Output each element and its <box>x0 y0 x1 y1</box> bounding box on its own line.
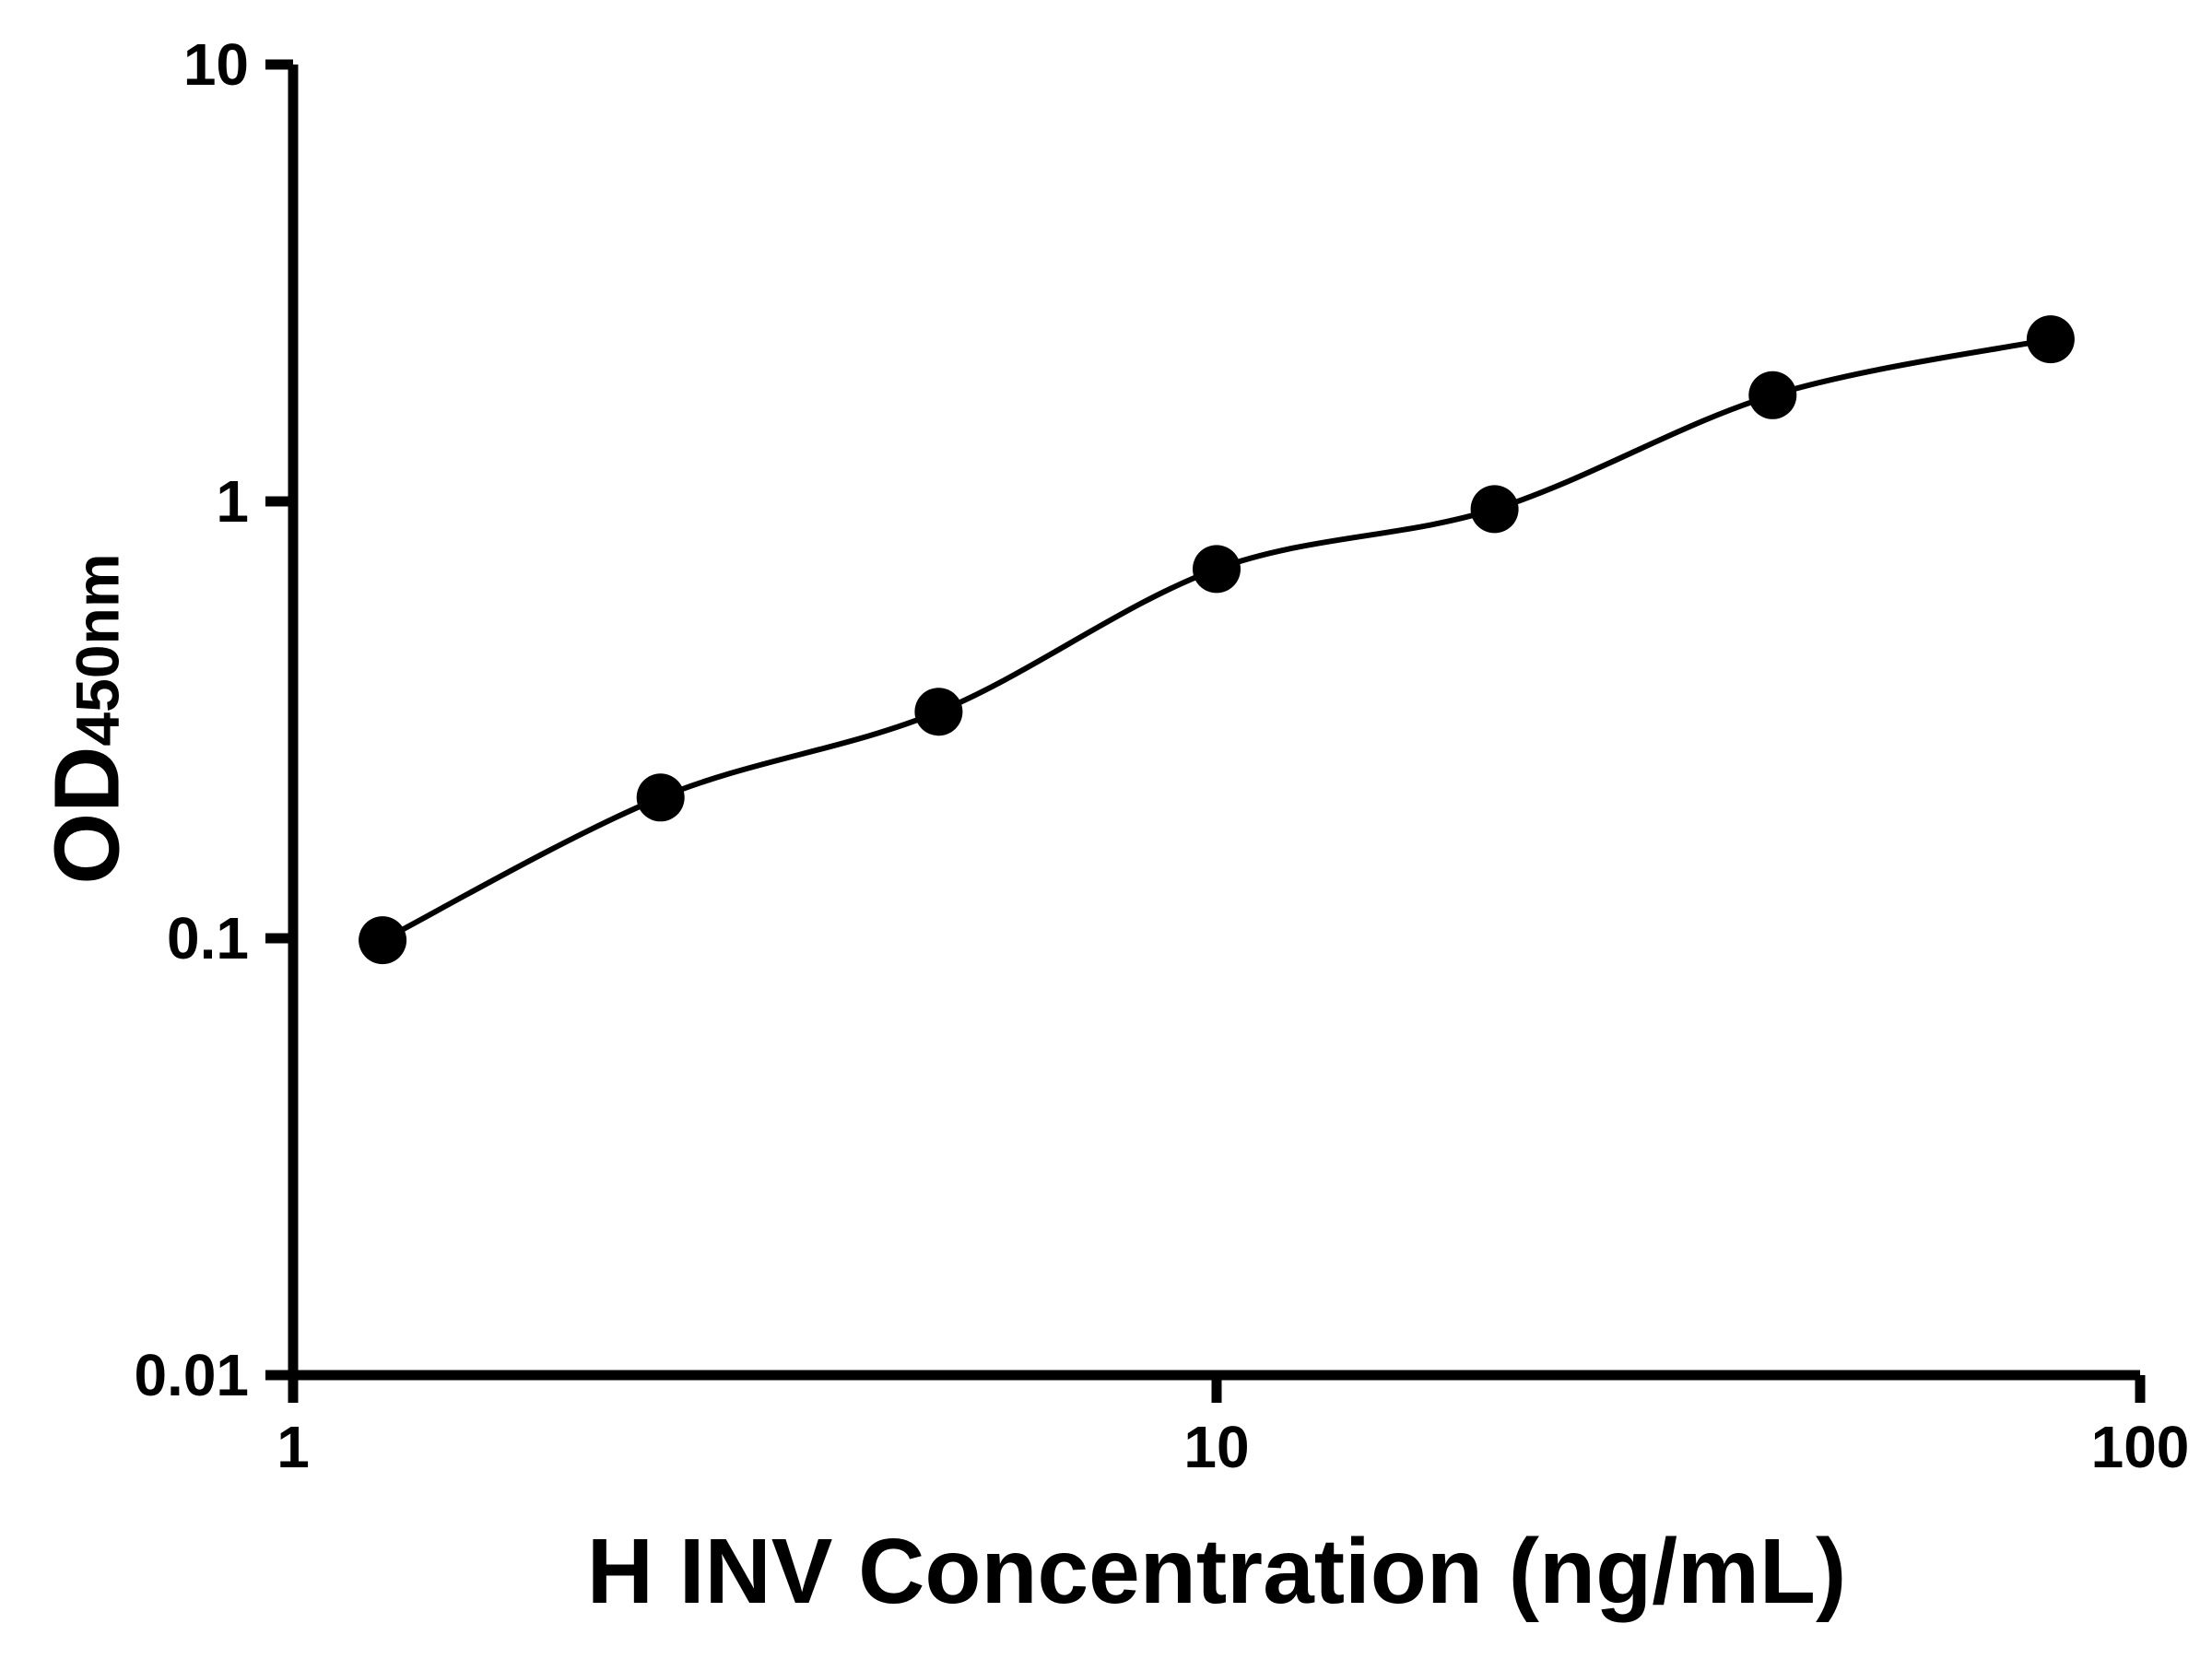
fit-curve <box>380 336 2053 944</box>
axis-spines <box>288 65 2140 1381</box>
y-axis-title: OD450nm <box>35 553 141 884</box>
y-axis-tick-label: 0.01 <box>134 1342 249 1408</box>
data-point <box>636 773 685 822</box>
x-axis-tick-label: 100 <box>2091 1414 2190 1480</box>
x-axis-tick-label: 10 <box>1183 1414 1249 1480</box>
data-point <box>1193 545 1241 594</box>
x-axis-tick-label: 1 <box>276 1414 310 1480</box>
y-axis-title-main: OD <box>35 746 139 885</box>
data-point <box>1748 371 1797 419</box>
data-point <box>2026 315 2075 364</box>
x-axis-title: H INV Concentration (ng/mL) <box>586 1520 1847 1623</box>
y-axis-tick-label: 10 <box>183 31 249 98</box>
y-axis-tick-label: 0.1 <box>167 905 249 971</box>
y-axis-title-subscript: 450nm <box>63 553 132 747</box>
data-point <box>1470 485 1519 534</box>
data-point <box>359 916 407 965</box>
y-axis-tick-label: 1 <box>216 468 249 535</box>
data-point <box>914 688 963 736</box>
